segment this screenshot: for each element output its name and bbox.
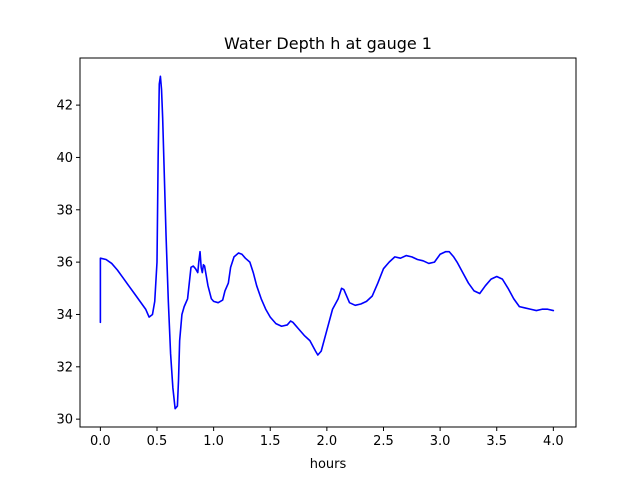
x-tick-label: 2.0	[317, 434, 338, 449]
y-tick-label: 32	[56, 360, 73, 375]
x-axis: 0.0 0.5 1.0 1.5 2.0 2.5 3.0 3.5 4.0	[90, 427, 564, 449]
x-tick-label: 4.0	[543, 434, 564, 449]
x-tick-label: 0.5	[147, 434, 168, 449]
plot-area	[99, 75, 555, 410]
y-tick-label: 40	[56, 151, 73, 166]
y-axis: 30 32 34 36 38 40 42	[56, 99, 80, 428]
axes-frame	[79, 57, 577, 428]
y-tick-label: 30	[56, 413, 73, 428]
chart-title: Water Depth h at gauge 1	[224, 34, 432, 53]
y-tick-label: 36	[56, 256, 73, 271]
y-tick-label: 38	[56, 203, 73, 218]
x-tick-label: 1.5	[260, 434, 281, 449]
x-tick-label: 2.5	[373, 434, 394, 449]
y-tick-label: 42	[56, 99, 73, 114]
x-tick-label: 1.0	[203, 434, 224, 449]
x-tick-label: 3.0	[430, 434, 451, 449]
x-tick-label: 3.5	[486, 434, 507, 449]
x-axis-label: hours	[310, 457, 347, 472]
x-tick-label: 0.0	[90, 434, 111, 449]
series-line-1	[99, 75, 555, 410]
y-tick-label: 34	[56, 308, 73, 323]
